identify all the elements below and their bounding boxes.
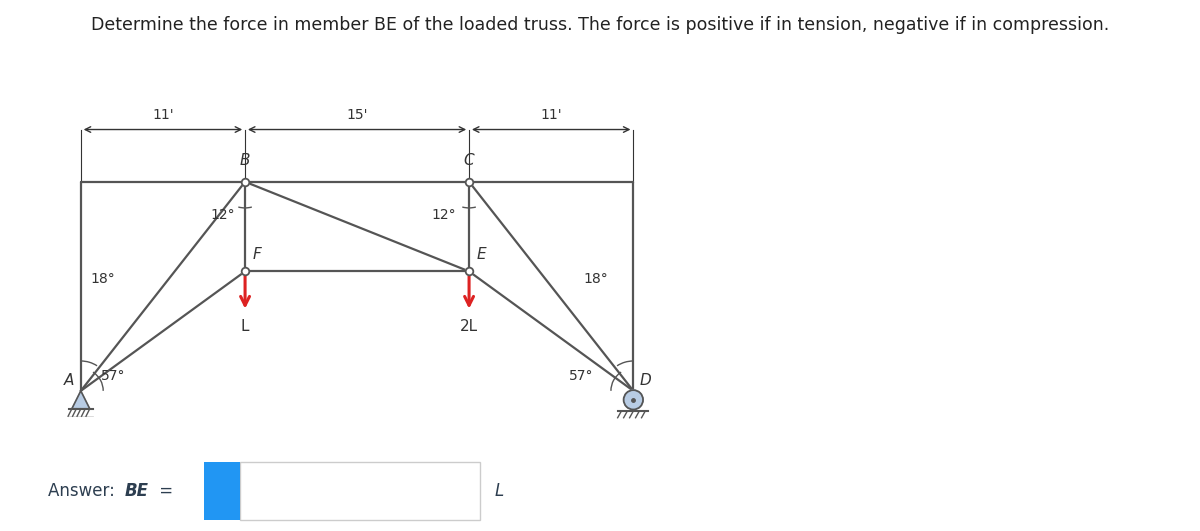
Text: 15': 15' <box>347 108 368 122</box>
Text: L: L <box>494 482 504 500</box>
Text: B: B <box>240 153 251 168</box>
Polygon shape <box>72 391 90 409</box>
Text: Determine the force in member BE of the loaded truss. The force is positive if i: Determine the force in member BE of the … <box>91 16 1109 34</box>
Text: 18°: 18° <box>583 272 608 286</box>
Text: Answer:: Answer: <box>48 482 120 500</box>
Text: 57°: 57° <box>102 369 126 383</box>
Text: =: = <box>154 482 173 500</box>
Text: 12°: 12° <box>431 208 456 221</box>
Text: F: F <box>253 247 262 262</box>
Text: 2L: 2L <box>460 319 478 334</box>
Text: A: A <box>64 373 74 388</box>
Text: 11': 11' <box>152 108 174 122</box>
Text: 18°: 18° <box>91 272 115 286</box>
Text: 11': 11' <box>540 108 562 122</box>
Text: 12°: 12° <box>210 208 235 221</box>
Text: i: i <box>220 484 224 499</box>
Text: C: C <box>463 153 474 168</box>
Text: 57°: 57° <box>569 369 593 383</box>
Text: BE: BE <box>125 482 149 500</box>
Text: E: E <box>476 247 486 262</box>
Circle shape <box>624 390 643 409</box>
Text: D: D <box>640 373 652 388</box>
Text: L: L <box>241 319 250 334</box>
